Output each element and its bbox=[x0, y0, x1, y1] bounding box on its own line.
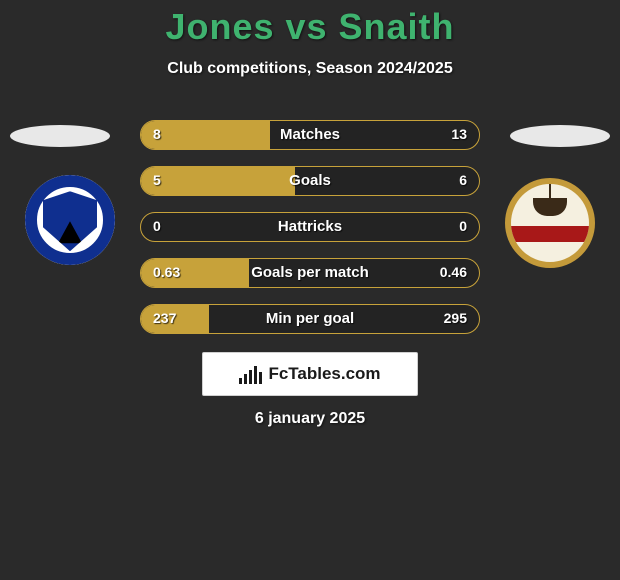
brand-bar bbox=[244, 374, 247, 384]
stat-row: 8Matches13 bbox=[140, 120, 480, 150]
stat-label: Min per goal bbox=[141, 305, 479, 332]
brand-bar bbox=[259, 372, 262, 384]
bar-chart-icon bbox=[239, 364, 262, 384]
brand-bar bbox=[254, 366, 257, 384]
stat-label: Hattricks bbox=[141, 213, 479, 240]
comparison-card: Jones vs Snaith Club competitions, Seaso… bbox=[0, 0, 620, 580]
stat-value-right: 0.46 bbox=[440, 259, 467, 286]
stat-row: 5Goals6 bbox=[140, 166, 480, 196]
brand-text: FcTables.com bbox=[268, 364, 380, 384]
stat-label: Goals per match bbox=[141, 259, 479, 286]
page-title: Jones vs Snaith bbox=[0, 6, 620, 48]
stats-panel: 8Matches13 5Goals6 0Hattricks0 0.63Goals pe… bbox=[140, 120, 480, 350]
page-subtitle: Club competitions, Season 2024/2025 bbox=[0, 60, 620, 78]
club-crest-right bbox=[505, 178, 595, 268]
club-crest-left bbox=[25, 175, 115, 265]
stat-row: 0.63Goals per match0.46 bbox=[140, 258, 480, 288]
player-shadow-left bbox=[10, 125, 110, 147]
crest-band bbox=[511, 226, 589, 242]
crest-ship bbox=[533, 198, 567, 216]
stat-label: Goals bbox=[141, 167, 479, 194]
stat-row: 0Hattricks0 bbox=[140, 212, 480, 242]
stat-label: Matches bbox=[141, 121, 479, 148]
stat-value-right: 295 bbox=[444, 305, 467, 332]
stat-value-right: 0 bbox=[459, 213, 467, 240]
stat-value-right: 6 bbox=[459, 167, 467, 194]
stat-value-right: 13 bbox=[451, 121, 467, 148]
brand-bar bbox=[239, 378, 242, 384]
brand-box[interactable]: FcTables.com bbox=[202, 352, 418, 396]
brand-bar bbox=[249, 370, 252, 384]
stat-row: 237Min per goal295 bbox=[140, 304, 480, 334]
date-label: 6 january 2025 bbox=[0, 410, 620, 428]
player-shadow-right bbox=[510, 125, 610, 147]
